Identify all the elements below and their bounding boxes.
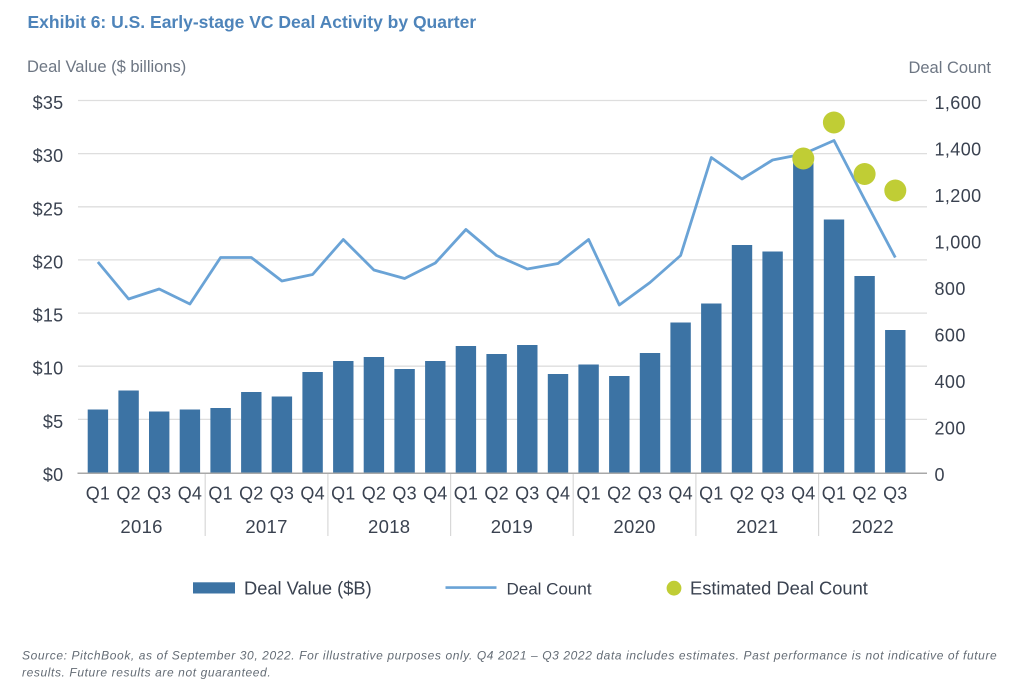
svg-text:Q1: Q1 — [208, 484, 232, 504]
svg-text:Q2: Q2 — [239, 484, 263, 504]
svg-text:Q3: Q3 — [638, 484, 662, 504]
svg-text:2017: 2017 — [245, 516, 287, 537]
svg-text:1,600: 1,600 — [935, 93, 982, 113]
svg-text:$25: $25 — [33, 199, 64, 219]
svg-text:Deal Value ($B): Deal Value ($B) — [244, 578, 372, 599]
svg-text:Q2: Q2 — [484, 484, 508, 504]
svg-text:Deal Value ($ billions): Deal Value ($ billions) — [27, 58, 186, 76]
svg-text:Q4: Q4 — [300, 484, 324, 504]
svg-text:Q2: Q2 — [852, 484, 876, 504]
svg-text:2020: 2020 — [613, 516, 655, 537]
svg-text:$20: $20 — [33, 252, 64, 272]
svg-text:$10: $10 — [33, 359, 64, 379]
svg-text:Q3: Q3 — [147, 484, 171, 504]
svg-text:Q4: Q4 — [178, 484, 202, 504]
svg-text:Q2: Q2 — [607, 484, 631, 504]
svg-text:1,000: 1,000 — [935, 232, 982, 252]
svg-text:Q3: Q3 — [392, 484, 416, 504]
svg-text:Q2: Q2 — [362, 484, 386, 504]
svg-text:Q4: Q4 — [791, 484, 815, 504]
svg-text:200: 200 — [935, 418, 966, 438]
svg-text:2019: 2019 — [491, 516, 533, 537]
svg-text:Q3: Q3 — [515, 484, 539, 504]
svg-text:0: 0 — [935, 465, 945, 485]
svg-text:Q1: Q1 — [86, 484, 110, 504]
svg-text:Q4: Q4 — [668, 484, 692, 504]
svg-text:2022: 2022 — [852, 516, 894, 537]
svg-text:Q3: Q3 — [760, 484, 784, 504]
svg-text:2021: 2021 — [736, 516, 778, 537]
svg-text:$5: $5 — [43, 412, 64, 432]
svg-text:Q1: Q1 — [576, 484, 600, 504]
svg-text:Estimated Deal Count: Estimated Deal Count — [690, 578, 868, 599]
svg-text:Q4: Q4 — [546, 484, 570, 504]
svg-text:Q4: Q4 — [423, 484, 447, 504]
svg-text:$30: $30 — [33, 146, 64, 166]
svg-text:Deal Count: Deal Count — [908, 59, 991, 77]
svg-text:2016: 2016 — [120, 516, 162, 537]
svg-text:Q1: Q1 — [822, 484, 846, 504]
svg-text:Q1: Q1 — [699, 484, 723, 504]
svg-text:Q3: Q3 — [270, 484, 294, 504]
svg-text:Exhibit 6: U.S. Early-stage VC: Exhibit 6: U.S. Early-stage VC Deal Acti… — [28, 12, 477, 32]
svg-text:$35: $35 — [33, 93, 64, 113]
svg-text:800: 800 — [935, 279, 966, 299]
svg-text:1,400: 1,400 — [935, 139, 982, 159]
svg-text:Q2: Q2 — [730, 484, 754, 504]
svg-text:Deal Count: Deal Count — [507, 580, 592, 599]
svg-text:Source: PitchBook, as of Septe: Source: PitchBook, as of September 30, 2… — [22, 649, 997, 663]
svg-text:Q2: Q2 — [116, 484, 140, 504]
svg-text:Q3: Q3 — [883, 484, 907, 504]
svg-text:results. Future results are no: results. Future results are not guarante… — [22, 666, 271, 680]
svg-text:Q1: Q1 — [331, 484, 355, 504]
svg-text:1,200: 1,200 — [935, 186, 982, 206]
svg-text:$15: $15 — [33, 306, 64, 326]
svg-text:2018: 2018 — [368, 516, 410, 537]
svg-text:Q1: Q1 — [454, 484, 478, 504]
svg-text:400: 400 — [935, 372, 966, 392]
svg-text:600: 600 — [935, 325, 966, 345]
svg-text:$0: $0 — [43, 465, 64, 485]
